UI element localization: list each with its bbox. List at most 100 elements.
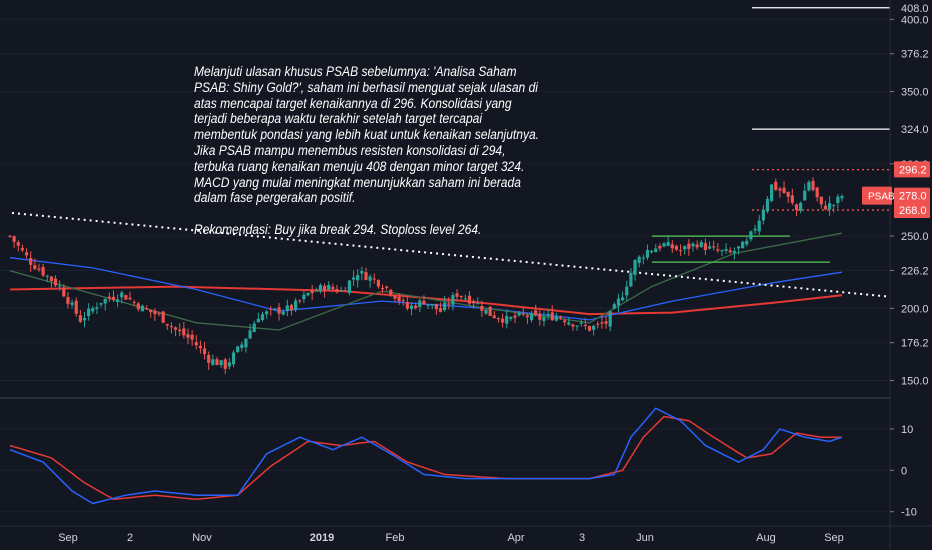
time-axis-label: 3: [579, 532, 585, 544]
candle-body: [397, 296, 401, 302]
candle-body: [778, 188, 782, 191]
candle-body: [827, 203, 832, 210]
candle-body: [194, 342, 198, 346]
price-label: 278.0: [899, 191, 927, 203]
candle-body: [37, 268, 41, 270]
time-axis-label: Sep: [58, 532, 78, 544]
candle-body: [207, 354, 211, 363]
candle-body: [116, 299, 120, 302]
macd-tick-label: -10: [901, 507, 917, 519]
candle-body: [699, 241, 703, 248]
candle-body: [24, 252, 29, 256]
candle-body: [563, 320, 567, 323]
recommendation-text: Rekomendasi: Buy jika break 294. Stoplos…: [194, 222, 482, 238]
candle-body: [128, 297, 132, 300]
candle-body: [368, 276, 372, 281]
candle-body: [298, 300, 302, 302]
candle-body: [401, 300, 405, 302]
candle-body: [505, 315, 509, 324]
candle-body: [165, 323, 169, 326]
candle-body: [33, 265, 37, 269]
candle-body: [662, 243, 666, 247]
candle-body: [418, 300, 422, 307]
candle-body: [393, 295, 397, 299]
candle-body: [600, 322, 604, 324]
candle-body: [236, 346, 240, 353]
candle-body: [318, 285, 323, 292]
candle-body: [132, 301, 136, 303]
candle-body: [637, 256, 641, 263]
candle-body: [741, 241, 745, 249]
candle-body: [169, 326, 174, 328]
time-axis-label: Apr: [507, 532, 524, 544]
candle-body: [434, 303, 438, 310]
candle-body: [550, 312, 554, 321]
moving-averages: [9, 232, 843, 331]
candle-body: [645, 250, 650, 258]
candle-body: [587, 326, 592, 331]
price-tick-label: 200.0: [901, 303, 929, 315]
candle-body: [571, 324, 575, 327]
moving-average-line: [9, 257, 843, 321]
candle-body: [509, 317, 513, 319]
macd-tick-label: 0: [901, 465, 907, 477]
candle-body: [380, 287, 385, 290]
candle-body: [186, 334, 190, 338]
candle-body: [794, 204, 799, 210]
candle-body: [339, 290, 343, 292]
price-label: 296.2: [899, 164, 927, 176]
candle-body: [385, 286, 389, 288]
candle-body: [811, 180, 815, 191]
candle-body: [633, 260, 637, 275]
candle-body: [567, 322, 571, 325]
time-axis-label: 2019: [310, 532, 334, 544]
macd-line: [9, 407, 843, 505]
candle-body: [463, 298, 467, 300]
candle-body: [534, 310, 538, 315]
candle-body: [472, 300, 476, 304]
candle-body: [612, 304, 616, 309]
candle-body: [517, 312, 521, 316]
candle-body: [513, 315, 517, 318]
candle-body: [372, 278, 376, 280]
candle-body: [761, 209, 765, 221]
candle-body: [376, 280, 380, 287]
candle-body: [728, 250, 732, 253]
candle-body: [273, 308, 277, 310]
candle-body: [422, 300, 426, 305]
candle-body: [832, 204, 836, 206]
candle-body: [604, 321, 608, 324]
candle-body: [74, 300, 78, 314]
candle-body: [45, 275, 49, 277]
candle-body: [546, 314, 550, 316]
time-axis-label: Nov: [192, 532, 212, 544]
grid: [0, 18, 890, 382]
candle-body: [459, 295, 463, 298]
candle-body: [757, 220, 761, 232]
candle-body: [774, 181, 778, 190]
candle-body: [641, 257, 645, 259]
candle-body: [53, 278, 58, 286]
time-axis-label: Feb: [386, 532, 405, 544]
candle-body: [58, 285, 62, 287]
candle-body: [712, 246, 716, 248]
candle-body: [8, 235, 12, 237]
candle-body: [285, 305, 289, 312]
candle-body: [190, 334, 194, 340]
candle-body: [558, 317, 563, 319]
candle-body: [136, 303, 140, 310]
candle-body: [351, 277, 356, 280]
candle-body: [78, 315, 82, 322]
candle-body: [356, 275, 360, 281]
candle-body: [343, 290, 347, 292]
candle-body: [625, 286, 629, 296]
candle-body: [753, 228, 757, 231]
candle-body: [621, 297, 625, 301]
candle-body: [360, 270, 364, 274]
candle-body: [554, 315, 558, 321]
candle-body: [525, 315, 530, 318]
candle-body: [70, 302, 74, 305]
candle-body: [840, 195, 844, 199]
candle-body: [347, 280, 352, 293]
